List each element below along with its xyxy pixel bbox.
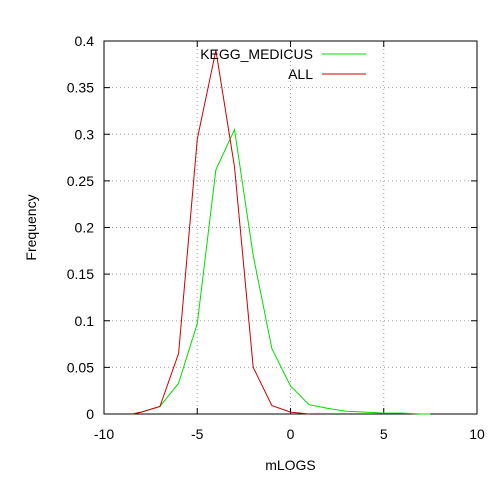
y-tick-label: 0.1: [75, 313, 95, 329]
y-tick-label: 0: [86, 406, 94, 422]
y-tick-label: 0.35: [67, 80, 94, 96]
legend-label-kegg-medicus: KEGG_MEDICUS: [200, 46, 313, 62]
y-tick-label: 0.25: [67, 173, 94, 189]
y-tick-label: 0.3: [75, 126, 95, 142]
x-tick-label: -5: [191, 426, 204, 442]
series-line-all: [131, 50, 310, 415]
plot-frame: [103, 40, 478, 415]
y-tick-label: 0.4: [75, 33, 95, 49]
legend: KEGG_MEDICUS ALL: [200, 46, 366, 82]
x-tick-label: -10: [94, 426, 114, 442]
axis-ticks: -10 -5 0 5 10 0 0.05 0.1 0.15 0.2 0.25 0.3 0.35 0.4: [67, 33, 485, 442]
x-tick-label: 5: [380, 426, 388, 442]
legend-label-all: ALL: [288, 66, 313, 82]
y-axis-label: Frequency: [23, 194, 39, 260]
y-tick-label: 0.05: [67, 359, 94, 375]
series-line-kegg-medicus: [131, 127, 431, 415]
y-tick-label: 0.2: [75, 220, 95, 236]
x-tick-label: 0: [287, 426, 295, 442]
series-lines: [131, 50, 431, 415]
x-tick-label: 10: [469, 426, 485, 442]
y-tick-label: 0.15: [67, 266, 94, 282]
x-axis-label: mLOGS: [265, 457, 316, 473]
grid-lines: [104, 41, 477, 414]
